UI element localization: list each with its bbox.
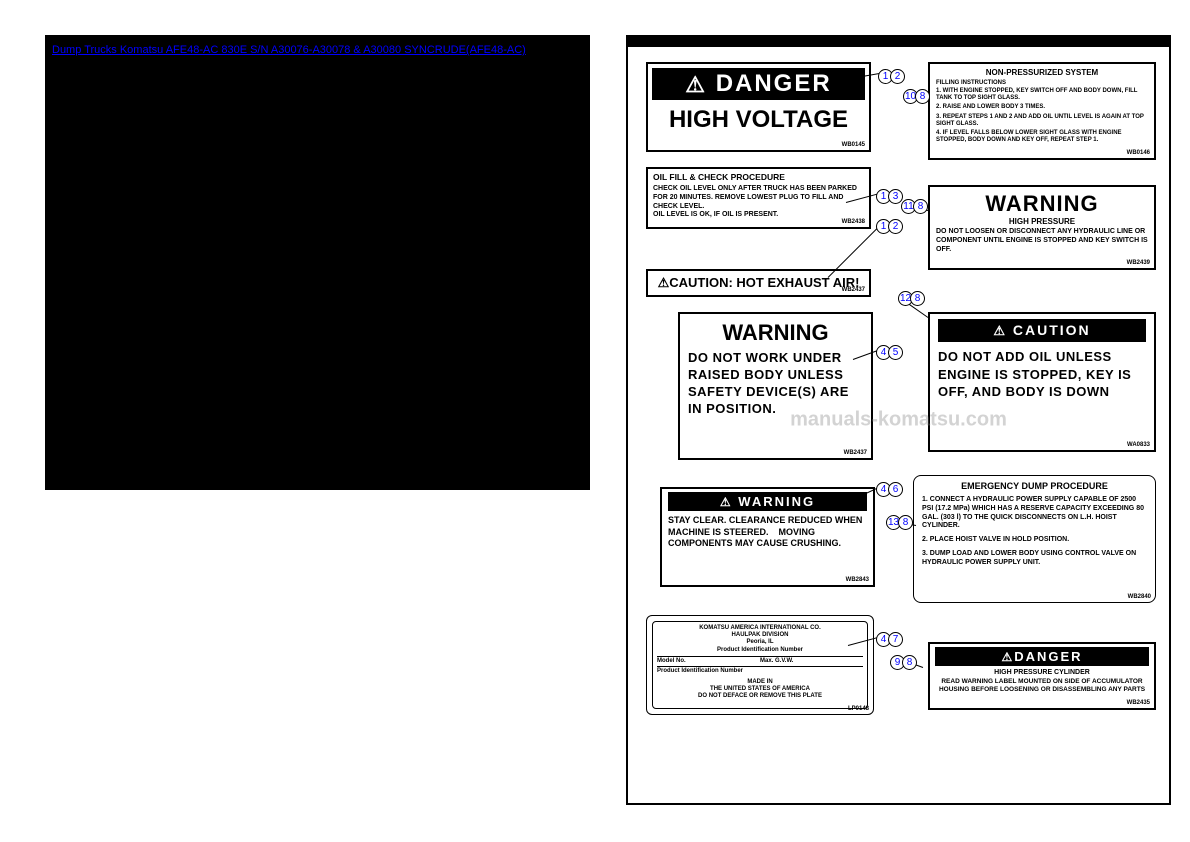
non-press-l1: 1. WITH ENGINE STOPPED, KEY SWITCH OFF A… <box>936 88 1148 102</box>
callout: 12 <box>878 69 905 84</box>
callout-num: 2 <box>890 69 905 84</box>
callout: 128 <box>898 291 925 306</box>
callout-num: 8 <box>910 291 925 306</box>
callout: 98 <box>890 655 917 670</box>
warning-hp-pn: WB2439 <box>1127 260 1150 266</box>
emergency-pn: WB2840 <box>1128 594 1151 600</box>
id-l2: HAULPAK DIVISION <box>657 632 863 639</box>
emergency-title: EMERGENCY DUMP PROCEDURE <box>922 481 1147 491</box>
warning-hp-body: DO NOT LOOSEN OR DISCONNECT ANY HYDRAULI… <box>936 228 1148 254</box>
caution-oil-header: CAUTION <box>1013 322 1091 338</box>
callout: 108 <box>903 89 930 104</box>
id-l5: MADE IN <box>657 679 863 686</box>
id-l3: Peoria, IL <box>657 639 863 646</box>
label-emergency: EMERGENCY DUMP PROCEDURE 1. CONNECT A HY… <box>913 475 1156 603</box>
id-l1: KOMATSU AMERICA INTERNATIONAL CO. <box>657 625 863 632</box>
label-warning-body: WARNING DO NOT WORK UNDER RAISED BODY UN… <box>678 312 873 460</box>
label-id-plate: KOMATSU AMERICA INTERNATIONAL CO. HAULPA… <box>646 615 874 715</box>
callout-num: 8 <box>915 89 930 104</box>
warning-clear-header: WARNING <box>738 494 815 509</box>
id-pn: LP0148 <box>848 706 869 712</box>
callout-num: 7 <box>888 632 903 647</box>
id-l4: Product Identification Number <box>657 647 863 654</box>
callout-num: 8 <box>913 199 928 214</box>
title-link[interactable]: Dump Trucks Komatsu AFE48-AC 830E S/N A3… <box>46 36 589 64</box>
non-press-l3: 3. REPEAT STEPS 1 AND 2 AND ADD OIL UNTI… <box>936 114 1148 128</box>
warning-body-title: WARNING <box>688 320 863 346</box>
callout: 118 <box>901 199 928 214</box>
callout-num: 5 <box>888 345 903 360</box>
danger-cyl-pn: WB2435 <box>1127 700 1150 706</box>
non-press-pn: WB0146 <box>1127 150 1150 156</box>
id-r1b: Max. G.V.W. <box>760 658 863 664</box>
callout-num: 8 <box>898 515 913 530</box>
non-press-title: NON-PRESSURIZED SYSTEM <box>936 68 1148 77</box>
warning-body-pn: WB2437 <box>844 450 867 456</box>
callout: 13 <box>876 189 903 204</box>
callout: 138 <box>886 515 913 530</box>
oil-fill-title: OIL FILL & CHECK PROCEDURE <box>653 172 864 182</box>
callout-num: 8 <box>902 655 917 670</box>
emergency-l1: 1. CONNECT A HYDRAULIC POWER SUPPLY CAPA… <box>922 496 1147 531</box>
callout-num: 6 <box>888 482 903 497</box>
oil-fill-body: CHECK OIL LEVEL ONLY AFTER TRUCK HAS BEE… <box>653 185 864 211</box>
id-r1a: Model No. <box>657 658 760 664</box>
label-warning-hp: WARNING HIGH PRESSURE DO NOT LOOSEN OR D… <box>928 185 1156 270</box>
warning-hp-title: WARNING <box>936 191 1148 217</box>
caution-oil-pn: WA0833 <box>1127 442 1150 448</box>
non-press-l4: 4. IF LEVEL FALLS BELOW LOWER SIGHT GLAS… <box>936 130 1148 144</box>
danger-cyl-sub: HIGH PRESSURE CYLINDER <box>935 669 1149 676</box>
label-caution-oil: ⚠ CAUTION DO NOT ADD OIL UNLESS ENGINE I… <box>928 312 1156 452</box>
emergency-l3: 3. DUMP LOAD AND LOWER BODY USING CONTRO… <box>922 550 1147 568</box>
caution-hot-body: CAUTION: HOT EXHAUST AIR! <box>669 275 859 290</box>
right-panel: manuals-komatsu.com ⚠ DANGER HIGH VOLTAG… <box>626 35 1171 805</box>
warning-clear-body: STAY CLEAR. CLEARANCE REDUCED WHEN MACHI… <box>668 515 867 550</box>
warning-hp-sub: HIGH PRESSURE <box>936 217 1148 226</box>
callout: 12 <box>876 219 903 234</box>
id-l6: THE UNITED STATES OF AMERICA <box>657 686 863 693</box>
non-press-l2: 2. RAISE AND LOWER BODY 3 TIMES. <box>936 104 1148 111</box>
emergency-l2: 2. PLACE HOIST VALVE IN HOLD POSITION. <box>922 536 1147 545</box>
label-danger-hv: ⚠ DANGER HIGH VOLTAGE WB0145 <box>646 62 871 152</box>
page-container: Dump Trucks Komatsu AFE48-AC 830E S/N A3… <box>0 0 1190 842</box>
danger-cyl-body: READ WARNING LABEL MOUNTED ON SIDE OF AC… <box>935 678 1149 694</box>
callout: 47 <box>876 632 903 647</box>
id-r2a: Product Identification Number <box>657 668 863 674</box>
id-l7: DO NOT DEFACE OR REMOVE THIS PLATE <box>657 693 863 700</box>
label-warning-clear: ⚠ WARNING STAY CLEAR. CLEARANCE REDUCED … <box>660 487 875 587</box>
danger-cyl-header: DANGER <box>1014 649 1082 664</box>
caution-oil-body: DO NOT ADD OIL UNLESS ENGINE IS STOPPED,… <box>938 348 1146 401</box>
label-oil-fill: OIL FILL & CHECK PROCEDURE CHECK OIL LEV… <box>646 167 871 229</box>
left-panel: Dump Trucks Komatsu AFE48-AC 830E S/N A3… <box>45 35 590 490</box>
callout: 45 <box>876 345 903 360</box>
label-caution-hot: ⚠CAUTION: HOT EXHAUST AIR! WB2437 <box>646 269 871 297</box>
danger-hv-pn: WB0145 <box>842 142 865 148</box>
label-non-press: NON-PRESSURIZED SYSTEM FILLING INSTRUCTI… <box>928 62 1156 160</box>
danger-hv-body: HIGH VOLTAGE <box>652 100 865 140</box>
danger-hv-header: DANGER <box>716 70 832 97</box>
warning-body-text: DO NOT WORK UNDER RAISED BODY UNLESS SAF… <box>688 350 863 418</box>
oil-fill-body2: OIL LEVEL IS OK, IF OIL IS PRESENT. <box>653 211 864 220</box>
caution-hot-pn: WB2437 <box>842 287 865 293</box>
non-press-sub: FILLING INSTRUCTIONS <box>936 80 1148 86</box>
callout-num: 2 <box>888 219 903 234</box>
warning-clear-pn: WB2843 <box>846 577 869 583</box>
callout: 46 <box>876 482 903 497</box>
label-danger-cyl: ⚠DANGER HIGH PRESSURE CYLINDER READ WARN… <box>928 642 1156 710</box>
oil-fill-pn: WB2438 <box>842 219 865 225</box>
